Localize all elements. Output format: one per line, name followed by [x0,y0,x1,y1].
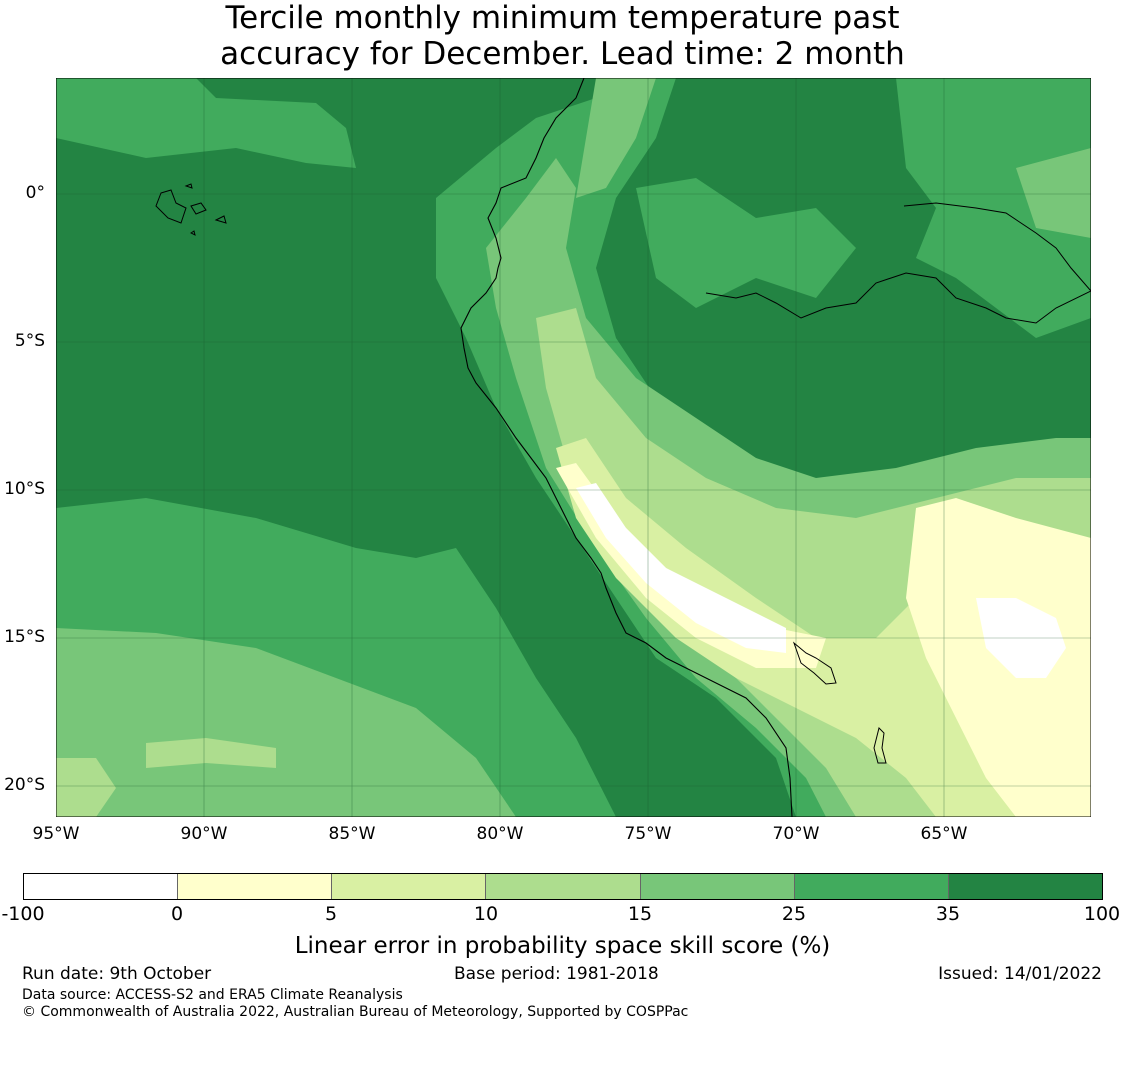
lake-titicaca [792,641,837,685]
colorbar-tick: 25 [781,903,807,925]
skill-region-east-light [1016,148,1091,238]
title-line-2: accuracy for December. Lead time: 2 mont… [220,36,905,72]
colorbar-tick: 10 [473,903,499,925]
amazon-river [705,202,1091,324]
colorbar-tick: 15 [627,903,653,925]
skill-region-coastal-white [576,483,786,653]
data-source: Data source: ACCESS-S2 and ERA5 Climate … [22,987,403,1003]
colorbar-segment-1 [24,874,179,899]
colorbar-tick: 100 [1083,903,1121,925]
issued-date: Issued: 14/01/2022 [938,964,1102,984]
copyright: © Commonwealth of Australia 2022, Austra… [22,1004,689,1020]
colorbar-segment-3 [332,874,487,899]
lat-label-20s: 20°S [4,775,45,795]
graticule [56,78,1091,817]
coastline [460,78,793,817]
skill-region-ocean-sw [56,758,116,817]
colorbar-tick: 35 [935,903,961,925]
colorbar-segment-6 [794,874,949,899]
colorbar-label: Linear error in probability space skill … [294,933,831,959]
skill-score-map [56,78,1091,817]
lon-label-65w: 65°W [920,824,968,844]
lake-poopo [873,727,887,764]
colorbar-segment-7 [948,874,1102,899]
run-date: Run date: 9th October [22,964,212,984]
lat-label-15s: 15°S [4,627,45,647]
skill-region-northeast-mid [896,78,1091,338]
lat-label-5s: 5°S [14,331,45,351]
colorbar-segment-5 [640,874,795,899]
colorbar [23,873,1103,900]
colorbar-tick: 0 [170,903,184,925]
colorbar-tick: 5 [324,903,338,925]
skill-region-south-ocean-light [56,628,516,817]
lon-label-95w: 95°W [32,824,80,844]
skill-region-ocean-stripe [146,738,276,768]
galapagos-islands [155,183,227,236]
lon-label-75w: 75°W [624,824,672,844]
lon-label-85w: 85°W [328,824,376,844]
lat-label-0: 0° [25,183,45,203]
lat-label-10s: 10°S [4,479,45,499]
base-period: Base period: 1981-2018 [454,964,659,984]
title-line-1: Tercile monthly minimum temperature past [225,0,900,36]
skill-region-center-mid [636,178,856,308]
lon-label-80w: 80°W [476,824,524,844]
colorbar-tick: -100 [1,903,45,925]
skill-region-north-mid [56,78,356,168]
skill-region-altiplano-paler [556,438,1091,817]
colorbar-segment-2 [178,874,333,899]
lon-label-90w: 90°W [180,824,228,844]
skill-region-amazon-light [576,78,656,198]
lon-label-70w: 70°W [772,824,820,844]
colorbar-segment-4 [486,874,641,899]
map-title: Tercile monthly minimum temperature past… [0,0,1125,72]
